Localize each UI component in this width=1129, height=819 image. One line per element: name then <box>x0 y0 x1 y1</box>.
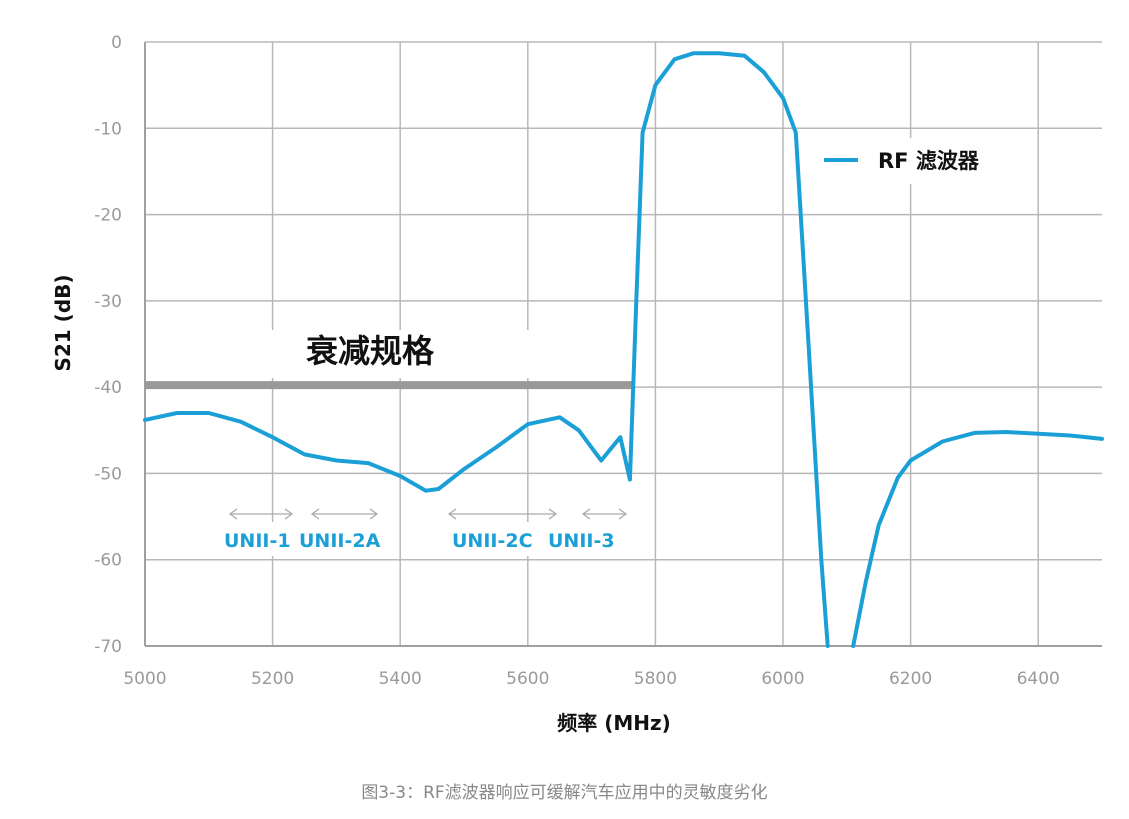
grid <box>144 41 1102 647</box>
x-tick-label: 5200 <box>251 669 294 689</box>
x-tick-label: 5800 <box>634 669 677 689</box>
y-tick-label: -60 <box>94 551 122 571</box>
x-tick-label: 5000 <box>123 669 166 689</box>
x-tick-label: 5600 <box>506 669 549 689</box>
y-tick-label: -10 <box>94 119 122 139</box>
rf-filter-curve <box>143 51 1104 648</box>
y-tick-label: -40 <box>94 378 122 398</box>
spec-label: 衰减规格 <box>306 332 435 370</box>
y-tick-label: -20 <box>94 206 122 226</box>
unii-bands: UNII-1 UNII-2A UNII-2C UNII-3 <box>220 508 628 556</box>
band-label: UNII-2C <box>452 530 533 552</box>
figure-caption: 图3-3：RF滤波器响应可缓解汽车应用中的灵敏度劣化 <box>361 783 768 803</box>
band-label: UNII-1 <box>224 530 291 552</box>
band-label: UNII-2A <box>299 530 381 552</box>
legend: RF 滤波器 <box>808 138 1028 184</box>
x-tick-label: 6400 <box>1017 669 1060 689</box>
band-label: UNII-3 <box>548 530 615 552</box>
x-tick-label: 6200 <box>889 669 932 689</box>
y-tick-label: -30 <box>94 292 122 312</box>
x-tick-label: 5400 <box>379 669 422 689</box>
x-axis-label: 频率 (MHz) <box>557 711 671 735</box>
y-axis-label: S21 (dB) <box>51 274 75 371</box>
attenuation-spec: 衰减规格 <box>145 330 634 390</box>
y-tick-label: -50 <box>94 464 122 484</box>
y-tick-label: -70 <box>94 637 122 657</box>
x-tick-label: 6000 <box>761 669 804 689</box>
legend-label: RF 滤波器 <box>878 149 980 173</box>
y-tick-label: 0 <box>111 33 122 53</box>
